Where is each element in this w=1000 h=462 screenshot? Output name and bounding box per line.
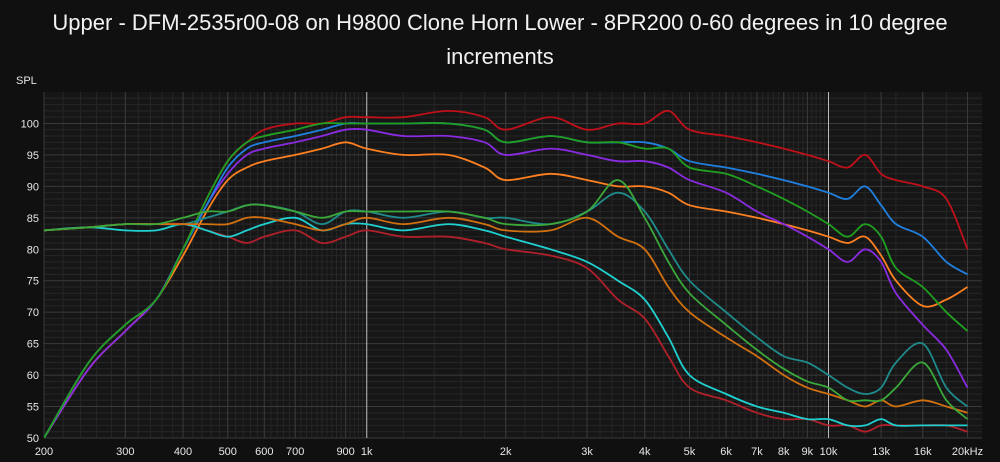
x-tick-label: 200 (35, 446, 53, 458)
x-axis: 200 300 400 500 600 700 900 1k 2k 3k 4k 5k 6k 7k 8k 9k 1… (35, 446, 983, 458)
x-tick-label: 20kHz (952, 446, 983, 458)
x-tick-label: 13k (872, 446, 890, 458)
plot-area (44, 92, 982, 438)
x-tick-label: 500 (219, 446, 237, 458)
y-axis: 50 55 60 65 70 75 80 85 90 95 100 (21, 118, 39, 445)
x-tick-label: 900 (336, 446, 354, 458)
y-axis-label: SPL (16, 75, 37, 87)
series-line (44, 216, 968, 428)
series-line (44, 179, 969, 420)
series-line (44, 128, 969, 438)
chart-title: Upper - DFM-2535r00-08 on H9800 Clone Ho… (52, 10, 948, 69)
y-tick-label: 55 (27, 402, 39, 414)
x-tick-label: 400 (174, 446, 192, 458)
y-tick-label: 75 (27, 276, 39, 288)
y-tick-label: 70 (27, 307, 39, 319)
x-tick-label: 4k (639, 446, 651, 458)
y-tick-label: 85 (27, 213, 39, 225)
series-line (44, 122, 969, 438)
y-tick-label: 80 (27, 244, 39, 256)
x-tick-label: 7k (751, 446, 763, 458)
x-tick-label: 10k (820, 446, 838, 458)
y-tick-label: 50 (27, 433, 39, 445)
x-tick-label: 700 (286, 446, 304, 458)
x-tick-label: 16k (914, 446, 932, 458)
x-tick-label: 8k (778, 446, 790, 458)
x-tick-label: 6k (720, 446, 732, 458)
series-layer (44, 109, 969, 438)
x-tick-label: 2k (500, 446, 512, 458)
series-line (44, 141, 968, 438)
y-tick-label: 90 (27, 181, 39, 193)
x-tick-label: 5k (684, 446, 696, 458)
x-tick-label: 300 (116, 446, 134, 458)
y-tick-label: 100 (21, 118, 39, 130)
y-tick-label: 60 (27, 370, 39, 382)
x-tick-label: 600 (255, 446, 273, 458)
major-grid (43, 92, 982, 439)
y-tick-label: 95 (27, 150, 39, 162)
x-tick-label: 3k (581, 446, 593, 458)
x-tick-label: 9k (802, 446, 814, 458)
x-tick-label: 1k (361, 446, 373, 458)
y-tick-label: 65 (27, 339, 39, 351)
series-line (44, 216, 968, 414)
